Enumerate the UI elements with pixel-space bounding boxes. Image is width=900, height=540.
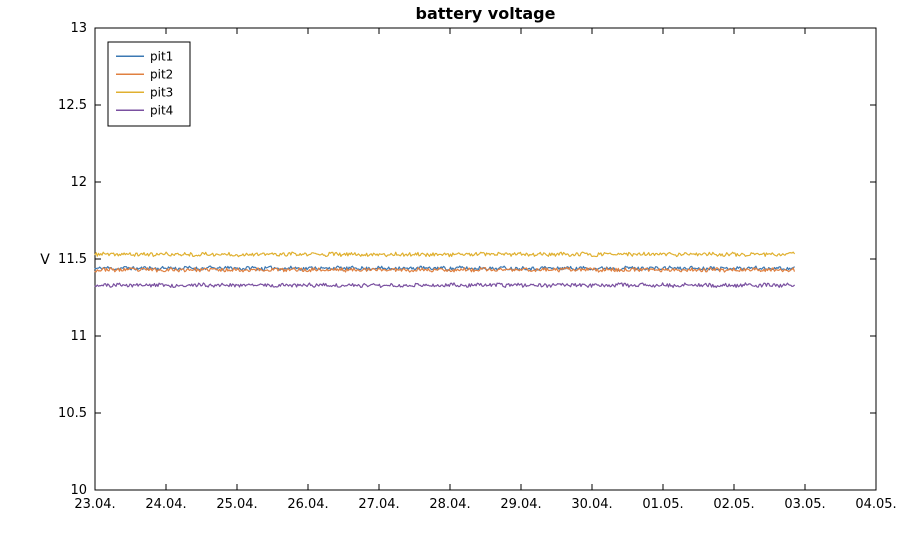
y-tick-label: 13: [70, 21, 87, 36]
y-tick-label: 12.5: [58, 98, 87, 113]
x-tick-label: 24.04.: [145, 497, 186, 512]
y-tick-label: 11: [70, 329, 87, 344]
x-tick-label: 03.05.: [784, 497, 825, 512]
legend-label-pit3: pit3: [150, 85, 173, 99]
legend-label-pit1: pit1: [150, 49, 173, 63]
battery-voltage-chart: battery voltage 10 10.5 11 11.5 12 12.5 13 V 23.0…: [0, 0, 900, 540]
x-tick-label: 27.04.: [358, 497, 399, 512]
x-tick-label: 29.04.: [500, 497, 541, 512]
x-tick-label: 04.05.: [855, 497, 896, 512]
x-tick-label: 30.04.: [571, 497, 612, 512]
y-tick-label: 11.5: [58, 252, 87, 267]
y-tick-label: 12: [70, 175, 87, 190]
x-tick-label: 23.04.: [74, 497, 115, 512]
x-tick-label: 25.04.: [216, 497, 257, 512]
y-tick-label: 10.5: [58, 406, 87, 421]
legend-label-pit4: pit4: [150, 103, 173, 117]
x-tick-label: 28.04.: [429, 497, 470, 512]
x-tick-label: 02.05.: [713, 497, 754, 512]
chart-title: battery voltage: [416, 4, 556, 23]
legend-label-pit2: pit2: [150, 67, 173, 81]
x-tick-label: 01.05.: [642, 497, 683, 512]
y-tick-label: 10: [70, 483, 87, 498]
y-axis-label: V: [40, 252, 50, 268]
plot-area: [95, 28, 876, 490]
legend: [108, 42, 190, 126]
x-tick-label: 26.04.: [287, 497, 328, 512]
